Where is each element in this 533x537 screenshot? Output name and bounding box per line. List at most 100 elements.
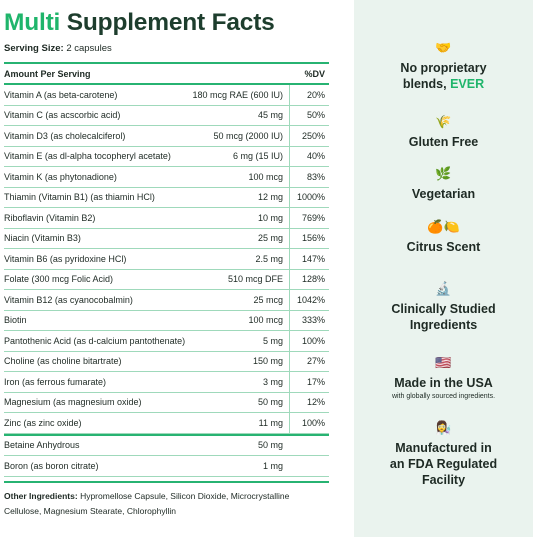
nutrient-dv: 100% — [289, 331, 329, 351]
nutrient-name: Choline (as choline bitartrate) — [4, 356, 122, 367]
nutrient-name: Vitamin C (as acscorbic acid) — [4, 110, 121, 121]
nutrient-dv: 20% — [289, 85, 329, 105]
nutrient-dv: 333% — [289, 310, 329, 330]
table-row: Vitamin E (as dl-alpha tocopheryl acetat… — [4, 146, 329, 167]
other-ingredients: Other Ingredients: Hypromellose Capsule,… — [4, 480, 329, 519]
nutrient-name: Vitamin B12 (as cyanocobalmin) — [4, 294, 133, 305]
table-row: Vitamin A (as beta-carotene) 180 mcg RAE … — [4, 85, 329, 106]
badge-highlight: EVER — [450, 77, 485, 91]
page-title: Multi Supplement Facts — [4, 8, 329, 38]
badge-line: Gluten Free — [408, 135, 479, 149]
nutrient-dv: 250% — [289, 126, 329, 146]
nutrient-dv: 40% — [289, 146, 329, 166]
nutrient-name: Pantothenic Acid (as d-calcium pantothen… — [4, 335, 186, 346]
nutrient-name: Riboflavin (Vitamin B2) — [4, 212, 96, 223]
badge-line: blends, — [402, 77, 447, 91]
nutrient-name: Zinc (as zinc oxide) — [4, 417, 82, 428]
badge-line: Citrus Scent — [406, 240, 481, 254]
badge-line: Clinically Studied — [391, 302, 496, 316]
nutrient-amount: 50 mg — [257, 397, 283, 408]
table-row: Folate (300 mcg Folic Acid) 510 mcg DFE 12… — [4, 269, 329, 290]
nutrient-name: Folate (300 mcg Folic Acid) — [4, 274, 114, 285]
nutrient-amount: 25 mcg — [253, 294, 283, 305]
nutrient-name: Vitamin D3 (as cholecalciferol) — [4, 130, 126, 141]
wheat-icon: 🌾 — [435, 114, 452, 129]
nutrient-dv: 1000% — [289, 187, 329, 207]
badge-citrus-scent: 🍊🍋 Citrus Scent — [354, 219, 533, 255]
nutrient-dv: 12% — [289, 392, 329, 412]
nutrient-name: Biotin — [4, 315, 27, 326]
table-row: Vitamin K (as phytonadione) 100 mcg 83% — [4, 167, 329, 188]
badge-gluten-free: 🌾 Gluten Free — [354, 114, 533, 150]
nutrient-name: Vitamin B6 (as pyridoxine HCl) — [4, 253, 127, 264]
nutrient-amount: 3 mg — [262, 376, 283, 387]
us-flag-icon: 🇺🇸 — [435, 355, 452, 370]
table-row: Vitamin D3 (as cholecalciferol) 50 mcg (2… — [4, 126, 329, 147]
amount-per-serving-header: Amount Per Serving — [4, 68, 91, 79]
supplement-facts-panel: Multi Supplement Facts Serving Size: 2 c… — [4, 8, 329, 519]
table-row: Vitamin C (as acscorbic acid) 45 mg 50% — [4, 105, 329, 126]
nutrient-name: Vitamin K (as phytonadione) — [4, 171, 117, 182]
nutrient-amount: 50 mg — [257, 440, 283, 451]
table-row: Vitamin B6 (as pyridoxine HCl) 2.5 mg 147% — [4, 249, 329, 270]
nutrient-amount: 1 mg — [262, 460, 283, 471]
table-row: Iron (as ferrous fumarate) 3 mg 17% — [4, 372, 329, 393]
nutrient-name: Vitamin E (as dl-alpha tocopheryl acetat… — [4, 151, 171, 162]
table-row: Thiamin (Vitamin B1) (as thiamin HCl) 12 … — [4, 187, 329, 208]
nutrient-dv: 1042% — [289, 290, 329, 310]
facts-table: Amount Per Serving %DV Vitamin A (as bet… — [4, 62, 329, 477]
nutrient-dv — [289, 436, 329, 456]
nutrient-amount: 10 mg — [257, 212, 283, 223]
facts-extra-rows: Betaine Anhydrous 50 mg Boron (as boron ci… — [4, 436, 329, 477]
nutrient-dv: 17% — [289, 372, 329, 392]
nutrient-dv: 100% — [289, 413, 329, 433]
title-rest: Supplement Facts — [66, 9, 275, 36]
nutrient-name: Betaine Anhydrous — [4, 440, 80, 451]
table-row: Riboflavin (Vitamin B2) 10 mg 769% — [4, 208, 329, 229]
nutrient-dv: 769% — [289, 208, 329, 228]
citrus-icon: 🍊🍋 — [427, 219, 460, 234]
microscope-icon: 🔬 — [435, 281, 452, 296]
nutrient-amount: 100 mcg — [248, 171, 283, 182]
badge-clinically-studied: 🔬 Clinically Studied Ingredients — [354, 281, 533, 333]
badge-no-proprietary-blends: 🤝 No proprietary blends, EVER — [354, 40, 533, 92]
table-row: Zinc (as zinc oxide) 11 mg 100% — [4, 413, 329, 434]
facts-divider — [4, 433, 329, 436]
nutrient-amount: 510 mcg DFE — [227, 274, 283, 285]
badge-line: Manufactured in — [395, 441, 492, 455]
table-row: Boron (as boron citrate) 1 mg — [4, 456, 329, 477]
dv-header: %DV — [304, 68, 325, 79]
nutrient-dv: 83% — [289, 167, 329, 187]
table-row: Vitamin B12 (as cyanocobalmin) 25 mcg 1042… — [4, 290, 329, 311]
facts-table-header: Amount Per Serving %DV — [4, 64, 329, 85]
nutrient-dv: 128% — [289, 269, 329, 289]
features-panel: 🤝 No proprietary blends, EVER 🌾 Gluten F… — [354, 0, 533, 537]
badge-line: an FDA Regulated — [389, 457, 498, 471]
badge-line: No proprietary — [400, 61, 487, 75]
title-accent: Multi — [4, 9, 61, 36]
other-ingredients-label: Other Ingredients: — [4, 490, 78, 501]
table-row: Niacin (Vitamin B3) 25 mg 156% — [4, 228, 329, 249]
serving-size-label: Serving Size: — [4, 43, 64, 54]
table-row: Pantothenic Acid (as d-calcium pantothen… — [4, 331, 329, 352]
table-row: Betaine Anhydrous 50 mg — [4, 436, 329, 456]
badge-vegetarian: 🌿 Vegetarian — [354, 166, 533, 202]
nutrient-dv — [289, 456, 329, 476]
badge-line: Vegetarian — [411, 187, 476, 201]
nutrient-amount: 45 mg — [257, 110, 283, 121]
table-row: Magnesium (as magnesium oxide) 50 mg 12% — [4, 392, 329, 413]
nutrient-dv: 147% — [289, 249, 329, 269]
nutrient-amount: 50 mcg (2000 IU) — [213, 130, 283, 141]
serving-size-value: 2 capsules — [66, 43, 112, 54]
nutrient-amount: 180 mcg RAE (600 IU) — [192, 89, 283, 100]
other-ingredients-text: Hypromellose Capsule, Silicon Dioxide, M… — [4, 490, 290, 516]
table-row: Biotin 100 mcg 333% — [4, 310, 329, 331]
nutrient-amount: 100 mcg — [248, 315, 283, 326]
nutrient-dv: 27% — [289, 351, 329, 371]
nutrient-amount: 5 mg — [262, 335, 283, 346]
scientist-icon: 👩‍🔬 — [435, 420, 452, 435]
leaf-icon: 🌿 — [435, 166, 452, 181]
nutrient-dv: 156% — [289, 228, 329, 248]
nutrient-name: Thiamin (Vitamin B1) (as thiamin HCl) — [4, 192, 155, 203]
nutrient-amount: 150 mg — [252, 356, 283, 367]
